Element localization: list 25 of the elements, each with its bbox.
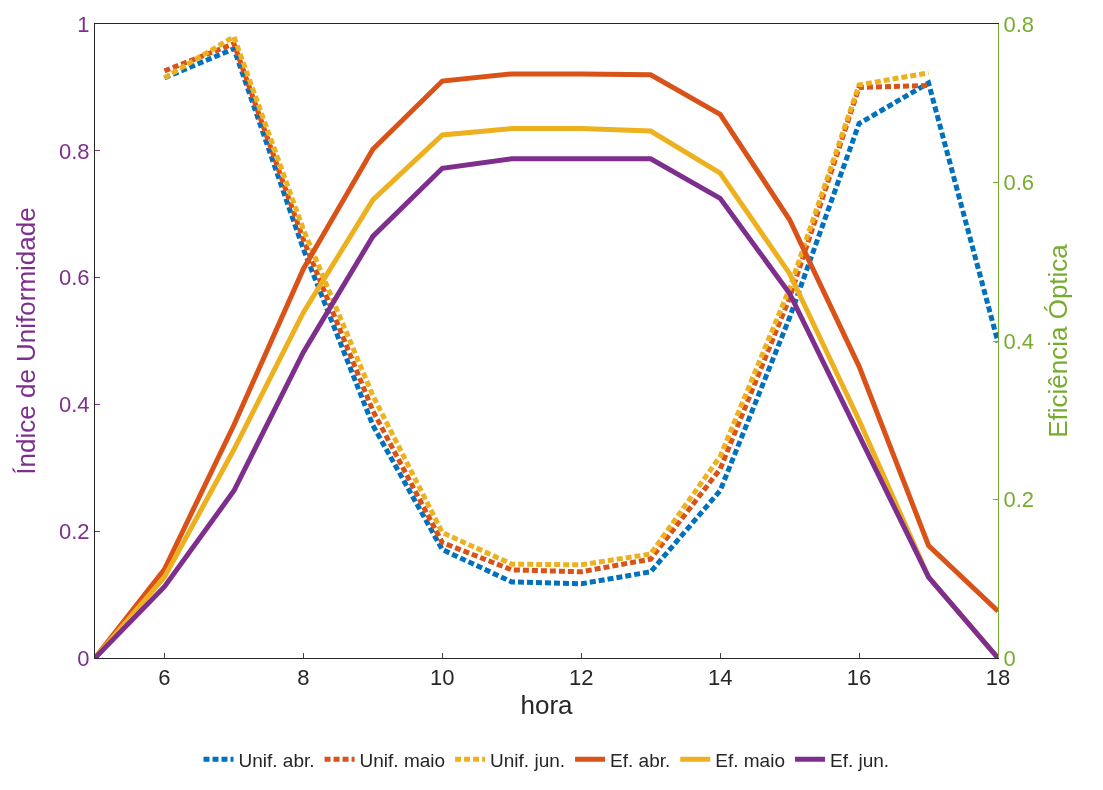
y2-tick-label: 0.8 — [1003, 11, 1034, 37]
y-tick-label: 0 — [77, 645, 90, 671]
y-tick-label: 0.2 — [59, 518, 90, 544]
y-tick-label: 0.6 — [59, 265, 90, 291]
x-axis-title: hora — [520, 690, 574, 721]
y2-tick-label: 0.4 — [1003, 328, 1034, 354]
y-tick-label: 1 — [77, 11, 90, 37]
legend-label: Unif. maio — [359, 749, 446, 771]
y2-axis-title: Eficiência Óptica — [1042, 243, 1073, 438]
y-tick-label: 0.4 — [59, 392, 90, 418]
legend-label: Unif. abr. — [238, 749, 315, 771]
legend-label: Unif. jun. — [490, 749, 566, 771]
x-tick-label: 12 — [568, 665, 594, 691]
legend-label: Ef. maio — [715, 749, 785, 771]
x-tick-label: 6 — [158, 665, 171, 691]
x-tick-label: 10 — [430, 665, 455, 691]
x-tick-label: 14 — [707, 665, 733, 691]
x-tick-label: 8 — [297, 665, 310, 691]
legend-label: Ef. abr. — [610, 749, 671, 771]
x-tick-label: 16 — [846, 665, 872, 691]
y2-tick-label: 0.2 — [1003, 487, 1034, 513]
y-axis-title: Índice de Uniformidade — [11, 207, 42, 475]
legend-label: Ef. jun. — [829, 749, 890, 771]
y2-tick-label: 0.6 — [1003, 170, 1034, 196]
y-tick-label: 0.8 — [59, 138, 90, 164]
